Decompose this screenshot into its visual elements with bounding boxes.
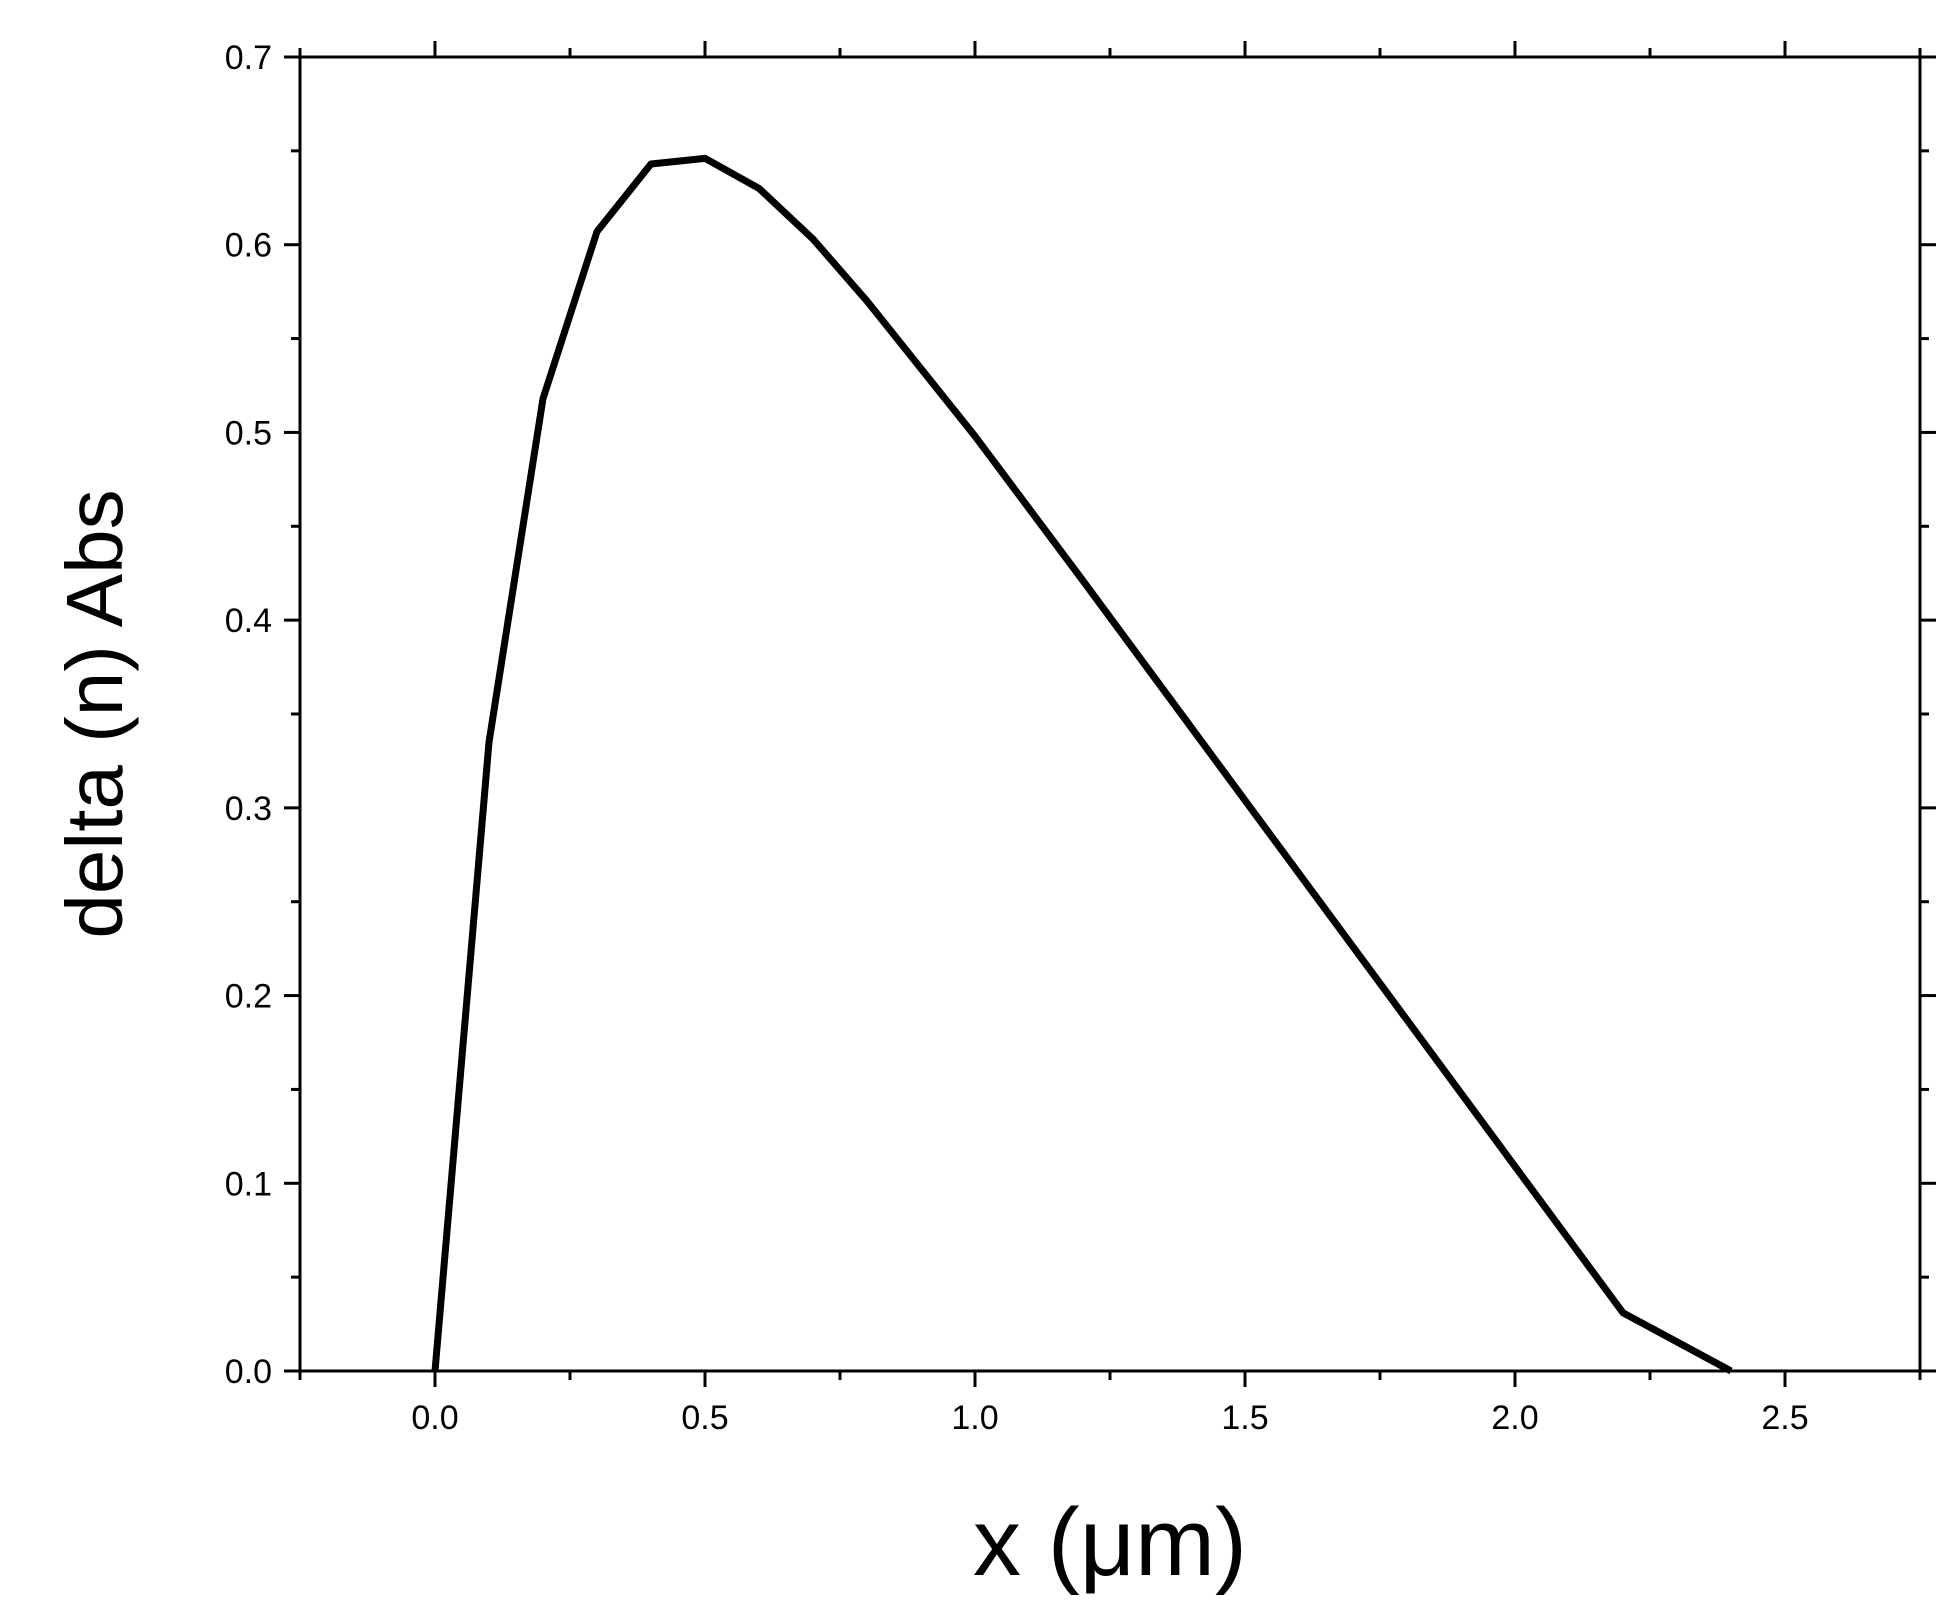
tick-labels: 0.0 0.5 1.0 1.5 2.0 2.5 0.0 0.1 0.2 0.3 0.4 0.5 0.6 0… <box>225 39 1809 1437</box>
y-tick-label: 0.4 <box>225 602 272 640</box>
y-tick-label: 0.2 <box>225 978 272 1016</box>
series <box>431 154 1733 1375</box>
x-axis-title: x (μm) <box>973 1489 1247 1596</box>
ticks <box>284 41 1936 1387</box>
y-tick-label: 0.6 <box>225 227 272 265</box>
y-tick-label: 0.5 <box>225 414 272 452</box>
plot-frame <box>298 55 1922 1373</box>
series-line <box>431 154 1733 1375</box>
y-tick-label: 0.7 <box>225 39 272 77</box>
x-tick-label: 1.5 <box>1221 1399 1268 1437</box>
x-tick-label: 0.0 <box>411 1399 458 1437</box>
y-tick-label: 0.0 <box>225 1353 272 1391</box>
y-tick-label: 0.3 <box>225 790 272 828</box>
y-axis-title: delta (n) Abs <box>50 489 139 938</box>
x-tick-label: 0.5 <box>681 1399 728 1437</box>
x-tick-label: 2.5 <box>1761 1399 1808 1437</box>
x-tick-label: 2.0 <box>1491 1399 1538 1437</box>
y-tick-label: 0.1 <box>225 1165 272 1203</box>
x-tick-label: 1.0 <box>951 1399 998 1437</box>
